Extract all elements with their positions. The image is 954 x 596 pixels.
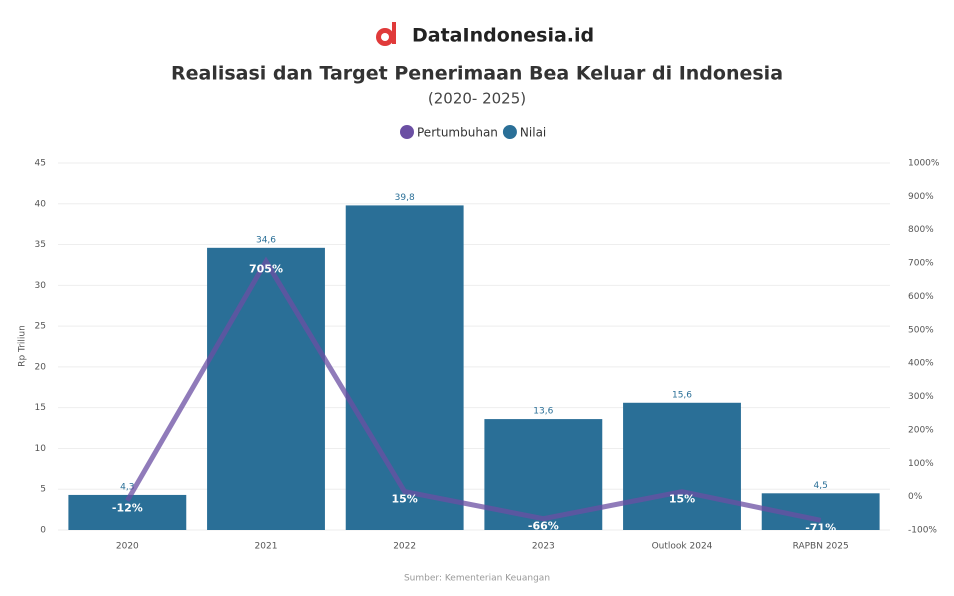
bar [68, 494, 187, 530]
y2-tick-label: 1000% [908, 159, 940, 169]
y-tick-label: 40 [35, 199, 47, 209]
y2-tick-label: 100% [908, 459, 934, 469]
legend-marker [502, 125, 517, 139]
y-tick-label: 0 [40, 526, 46, 536]
y2-tick-label: 400% [908, 359, 934, 369]
x-tick-label: 2023 [532, 542, 555, 552]
y-tick-label: 5 [40, 485, 46, 495]
y2-tick-label: 900% [908, 192, 934, 202]
line-value-label: -71% [805, 521, 836, 534]
y2-tick-label: 800% [908, 225, 934, 235]
bar-value-label: 15,6 [672, 390, 692, 400]
x-tick-label: Outlook 2024 [652, 542, 713, 552]
y-tick-label: 20 [35, 362, 47, 372]
y-tick-label: 30 [35, 281, 47, 291]
y2-tick-label: 0% [908, 492, 923, 502]
y2-tick-label: 700% [908, 259, 934, 269]
line-value-label: -12% [112, 502, 143, 515]
y-tick-label: 45 [35, 159, 46, 169]
bar [484, 419, 603, 530]
bar-value-label: 4,3 [120, 482, 134, 492]
y-axis-label: Rp Triliun [18, 325, 28, 367]
chart-title: Realisasi dan Target Penerimaan Bea Kelu… [171, 63, 783, 85]
line-value-label: 705% [249, 262, 283, 275]
y-tick-label: 15 [35, 403, 46, 413]
x-tick-label: 2022 [393, 542, 416, 552]
y2-tick-label: 300% [908, 392, 934, 402]
line-value-label: -66% [528, 520, 559, 533]
brand: DataIndonesia.id [412, 25, 594, 47]
y2-tick-label: -100% [908, 526, 937, 536]
bar-value-label: 4,5 [814, 481, 828, 491]
x-tick-label: 2020 [116, 542, 139, 552]
bar-value-label: 34,6 [256, 235, 276, 245]
bar [623, 402, 741, 530]
x-tick-label: RAPBN 2025 [793, 542, 849, 552]
legend-label: Pertumbuhan [417, 126, 498, 140]
bar [207, 247, 325, 530]
chart-subtitle: (2020- 2025) [428, 90, 526, 108]
legend-label: Nilai [520, 126, 546, 140]
legend-marker [400, 125, 414, 139]
y-tick-label: 35 [35, 240, 46, 250]
bar-value-label: 13,6 [533, 407, 553, 417]
y2-tick-label: 500% [908, 325, 934, 335]
source: Sumber: Kementerian Keuangan [404, 574, 550, 584]
line-value-label: 15% [669, 493, 695, 506]
y-tick-label: 10 [35, 444, 47, 454]
y2-tick-label: 200% [908, 425, 934, 435]
bar-value-label: 39,8 [395, 193, 415, 203]
growth-line [125, 256, 822, 523]
bar [345, 205, 464, 531]
x-tick-label: 2021 [255, 542, 278, 552]
logo [376, 22, 396, 46]
y-tick-label: 25 [35, 322, 46, 332]
y2-tick-label: 600% [908, 292, 934, 302]
line-value-label: 15% [391, 493, 417, 506]
